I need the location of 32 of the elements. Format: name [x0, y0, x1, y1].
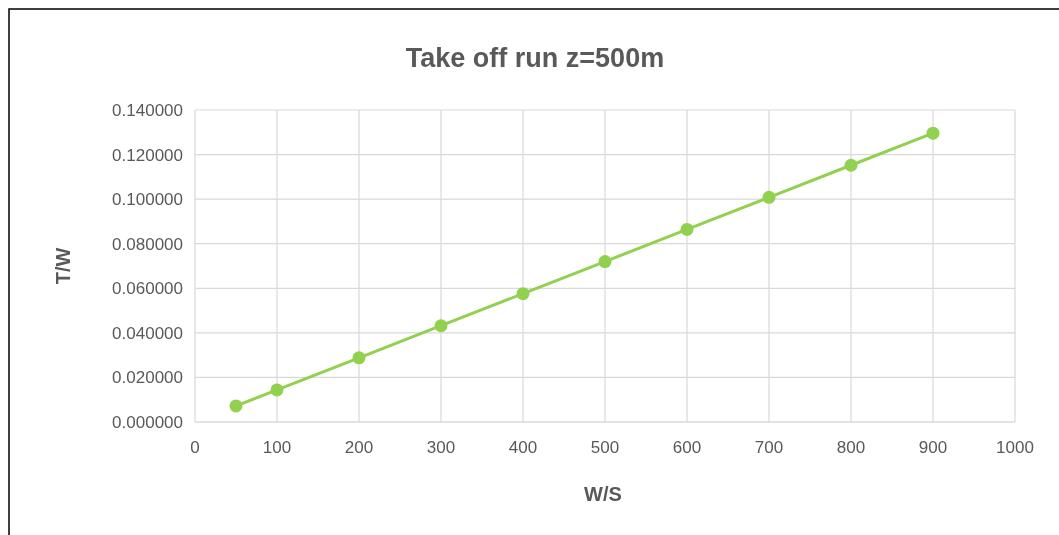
- y-axis-title: T/W: [52, 247, 74, 285]
- y-tick-label: 0.060000: [112, 279, 183, 299]
- x-tick-label: 600: [672, 438, 702, 457]
- point: [598, 255, 612, 269]
- y-tick-label: 0.100000: [112, 190, 183, 210]
- y-tick-label: 0.040000: [112, 323, 183, 343]
- y-tick-label: 0.000000: [112, 412, 183, 432]
- x-tick-label: 700: [754, 438, 784, 457]
- x-tick-label: 500: [590, 438, 620, 457]
- y-tick-label: 0.080000: [112, 234, 183, 254]
- point: [680, 222, 694, 236]
- x-tick-label: 300: [426, 438, 456, 457]
- y-tick-label: 0.140000: [112, 100, 183, 120]
- point: [352, 351, 366, 365]
- x-tick-label: 200: [344, 438, 374, 457]
- point: [516, 287, 530, 301]
- x-tick-label: 100: [262, 438, 292, 457]
- point: [270, 383, 284, 397]
- point: [229, 399, 243, 413]
- point: [926, 126, 940, 140]
- x-tick-label: 900: [918, 438, 948, 457]
- point: [762, 190, 776, 204]
- x-tick-label: 400: [508, 438, 538, 457]
- chart-title: Take off run z=500m: [405, 43, 665, 73]
- point: [434, 319, 448, 333]
- x-tick-label: 0: [190, 438, 200, 457]
- x-tick-label: 1000: [996, 438, 1034, 457]
- point: [844, 158, 858, 172]
- x-axis-title: W/S: [584, 483, 622, 505]
- y-tick-label: 0.020000: [112, 368, 183, 388]
- x-tick-label: 800: [836, 438, 866, 457]
- y-tick-label: 0.120000: [112, 145, 183, 165]
